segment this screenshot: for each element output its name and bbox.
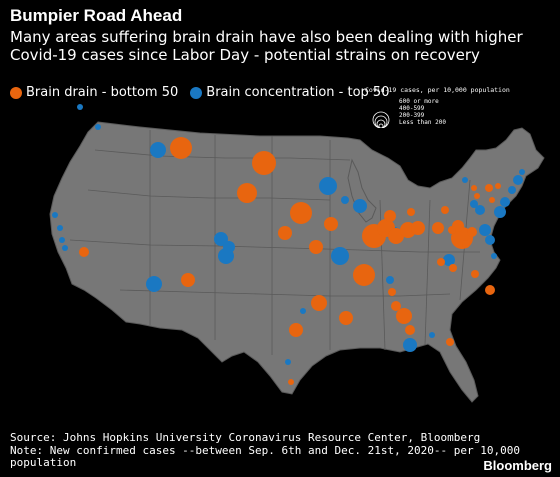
circle-drain (474, 193, 480, 199)
circle-concentration (462, 177, 468, 183)
circle-drain (495, 183, 501, 189)
circle-concentration (319, 177, 337, 195)
circle-drain (384, 210, 396, 222)
circle-drain (405, 325, 415, 335)
circle-drain (407, 208, 415, 216)
size-bin-200: 200-399 (399, 112, 425, 119)
circle-drain (432, 222, 444, 234)
circle-concentration (403, 338, 417, 352)
circle-drain (288, 379, 294, 385)
circle-concentration (62, 245, 68, 251)
circle-drain (462, 240, 470, 248)
circle-drain (471, 270, 479, 278)
circle-drain (170, 137, 192, 159)
circle-concentration (341, 196, 349, 204)
circle-drain (252, 151, 276, 175)
circle-drain (324, 217, 338, 231)
size-bin-600: 600 or more (399, 98, 439, 105)
circle-concentration (513, 175, 523, 185)
size-legend-title: Covid-19 cases, per 10,000 population (365, 86, 510, 94)
circle-drain (181, 273, 195, 287)
circle-concentration (470, 200, 478, 208)
circle-concentration (57, 225, 63, 231)
circle-drain (467, 227, 477, 237)
circle-drain (237, 183, 257, 203)
circle-concentration (59, 237, 65, 243)
chart-subtitle: Many areas suffering brain drain have al… (10, 28, 523, 64)
circle-concentration (150, 142, 166, 158)
circle-concentration (77, 104, 83, 110)
circle-drain (353, 264, 375, 286)
legend-drain-label: Brain drain - bottom 50 (26, 85, 179, 100)
drain-circles (79, 137, 501, 385)
method-note-line2: population (10, 456, 77, 469)
circle-drain (441, 206, 449, 214)
circle-drain (290, 202, 312, 224)
circle-drain (391, 301, 401, 311)
us-map (49, 104, 545, 403)
legend-item-drain: Brain drain - bottom 50 (10, 85, 178, 100)
circle-drain (489, 197, 495, 203)
circle-concentration (386, 276, 394, 284)
circle-drain (437, 258, 445, 266)
circle-concentration (223, 241, 235, 253)
circle-drain (449, 264, 457, 272)
size-bin-under200: Less than 200 (399, 119, 446, 126)
bloomberg-logo: Bloomberg (483, 458, 552, 473)
circle-drain (446, 338, 454, 346)
circle-drain (79, 247, 89, 257)
size-legend-circles-icon (372, 111, 390, 128)
size-bin-400: 400-599 (399, 105, 425, 112)
circle-concentration (494, 206, 506, 218)
circle-drain (485, 184, 493, 192)
circle-concentration (52, 212, 58, 218)
circle-concentration (485, 235, 495, 245)
method-note-line1: Note: New confirmed cases --between Sep.… (10, 443, 520, 457)
circle-concentration (429, 332, 435, 338)
circle-drain (278, 226, 292, 240)
legend-item-concentration: Brain concentration - top 50 (190, 85, 389, 100)
circle-concentration (300, 308, 306, 314)
circle-drain (388, 288, 396, 296)
legend-concentration-label: Brain concentration - top 50 (206, 85, 390, 100)
circle-drain (309, 240, 323, 254)
circle-concentration (491, 253, 497, 259)
chart-title: Bumpier Road Ahead (10, 6, 183, 25)
concentration-dot-icon (190, 86, 203, 99)
circle-concentration (95, 124, 101, 130)
source-note: Source: Johns Hopkins University Coronav… (10, 431, 481, 444)
circle-drain (485, 285, 495, 295)
circle-drain (411, 221, 425, 235)
drain-dot-icon (10, 86, 22, 99)
circle-drain (311, 295, 327, 311)
circle-drain (339, 311, 353, 325)
circle-concentration (285, 359, 291, 365)
circle-concentration (508, 186, 516, 194)
size-legend: Covid-19 cases, per 10,000 population 60… (365, 86, 510, 128)
circle-concentration (146, 276, 162, 292)
circle-concentration (500, 197, 510, 207)
circle-drain (289, 323, 303, 337)
us-landmass (49, 121, 545, 403)
color-legend: Brain drain - bottom 50 Brain concentrat… (10, 85, 401, 100)
footer: Source: Johns Hopkins University Coronav… (10, 431, 520, 470)
circle-drain (471, 185, 477, 191)
circle-concentration (443, 254, 455, 266)
circle-concentration (479, 224, 491, 236)
circle-concentration (475, 205, 485, 215)
circle-concentration (519, 169, 525, 175)
circle-concentration (214, 232, 228, 246)
circle-concentration (353, 199, 367, 213)
circle-concentration (331, 247, 349, 265)
circle-drain (448, 226, 456, 234)
circle-drain (396, 308, 412, 324)
circle-drain (388, 228, 404, 244)
